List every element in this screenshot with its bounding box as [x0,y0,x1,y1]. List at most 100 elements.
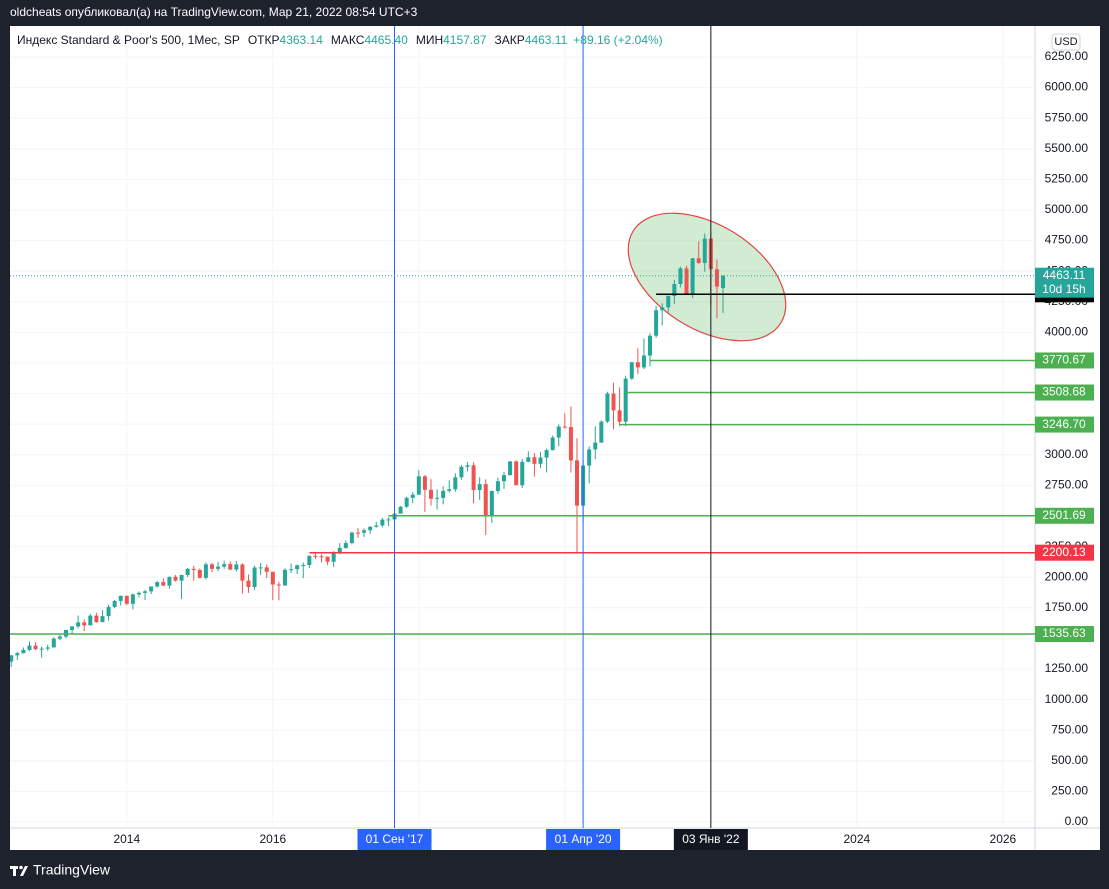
time-label-box [546,829,621,850]
candle-body [82,622,87,626]
candle-body [337,547,342,553]
last-price-label: 4463.11 [1043,268,1086,282]
candle-body [593,442,598,450]
candle-body [234,564,239,570]
candle-body [10,655,14,662]
level-label-box [1035,626,1094,643]
candle-body [386,519,391,521]
change: +89.16 (+2.04%) [573,33,662,47]
field-value: 4363.14 [280,33,324,47]
candle-body [319,556,324,558]
candle-body [161,582,166,586]
candle-body [70,626,75,630]
candle-body [641,355,646,368]
y-tick-label: 4000.00 [1045,325,1089,339]
candle-body [435,497,440,499]
candle-body [88,615,93,626]
field-value: 4157.87 [443,33,487,47]
candle-body [483,484,488,516]
logo-part [13,866,16,876]
candle-body [648,335,653,356]
logo-part [19,865,23,870]
candle-body [721,275,726,288]
field-label: МАКС [331,33,365,47]
candle-body [477,484,482,491]
candle-body [544,450,549,458]
candle-body [611,393,616,411]
candle-body [428,489,433,499]
level-label-box [1035,507,1094,524]
candle-body [489,491,494,516]
y-tick-label: 250.00 [1051,784,1088,798]
y-tick-label: 1250.00 [1045,661,1089,675]
currency-box [1051,33,1081,51]
candle-body [106,606,111,617]
candle-body [307,555,312,566]
y-tick-label: 5250.00 [1045,172,1089,186]
y-tick-label: 2000.00 [1045,569,1089,583]
field-label: ЗАКР [495,33,525,47]
candle-body [313,555,318,557]
candle-body [374,525,379,527]
y-tick-label: 1750.00 [1045,600,1089,614]
candle-body [27,645,32,650]
y-tick-label: 500.00 [1051,753,1088,767]
legend: Индекс Standard & Poor's 500, 1Мес, SP ОТ… [17,33,663,47]
candle-body [246,580,251,587]
candle-body [173,576,178,581]
candle-body [295,565,300,570]
symbol: Индекс Standard & Poor's 500, 1Мес, SP [17,33,240,47]
candle-body [502,475,507,482]
candle-body [520,461,525,486]
candle-body [459,466,464,478]
y-tick-label: 1000.00 [1045,692,1089,706]
candle-body [349,532,354,544]
level-label-box [1035,352,1094,369]
candle-body [575,460,580,506]
candle-body [556,426,561,438]
candle-body [453,477,458,490]
candle-body [325,556,330,562]
candle-body [252,567,257,587]
candle-body [605,393,610,422]
footer: TradingView [10,862,111,878]
field-value: 4465.40 [364,33,408,47]
candle-body [441,490,446,498]
candle-body [672,284,677,296]
candle-body [532,457,537,464]
level-label-box [1035,416,1094,433]
candle-body [270,571,275,585]
highlight-ellipse [627,212,787,342]
currency: USD [1054,36,1077,48]
candle-body [240,564,245,581]
candle-body [343,543,348,548]
candle-body [228,564,233,570]
candle-body [258,567,263,569]
candle-body [702,238,707,263]
candle-body [57,636,62,639]
candle-body [282,569,287,586]
level-label: 3770.67 [1042,353,1086,367]
x-tick-label: 2026 [990,832,1017,846]
level-label: 2200.13 [1042,545,1086,559]
candle-body [447,489,452,491]
candle-body [45,647,50,649]
field-label: ОТКР [248,33,280,47]
y-tick-label: 5000.00 [1045,202,1089,216]
candle-body [380,519,385,526]
logo-part [20,866,28,876]
candle-body [538,457,543,464]
candle-body [508,461,513,476]
candle-body [635,362,640,368]
time-label: 01 Апр '20 [555,832,612,846]
y-tick-label: 2750.00 [1045,478,1089,492]
candle-body [179,574,184,581]
candle-body [209,564,214,569]
y-tick-label: 5500.00 [1045,141,1089,155]
candle-body [410,494,415,498]
candle-body [617,410,622,422]
overlay: 0.00250.00500.00750.001000.001250.001500… [113,33,1094,850]
candle-body [416,476,421,495]
candle-body [568,427,573,461]
x-tick-label: 2014 [113,832,140,846]
